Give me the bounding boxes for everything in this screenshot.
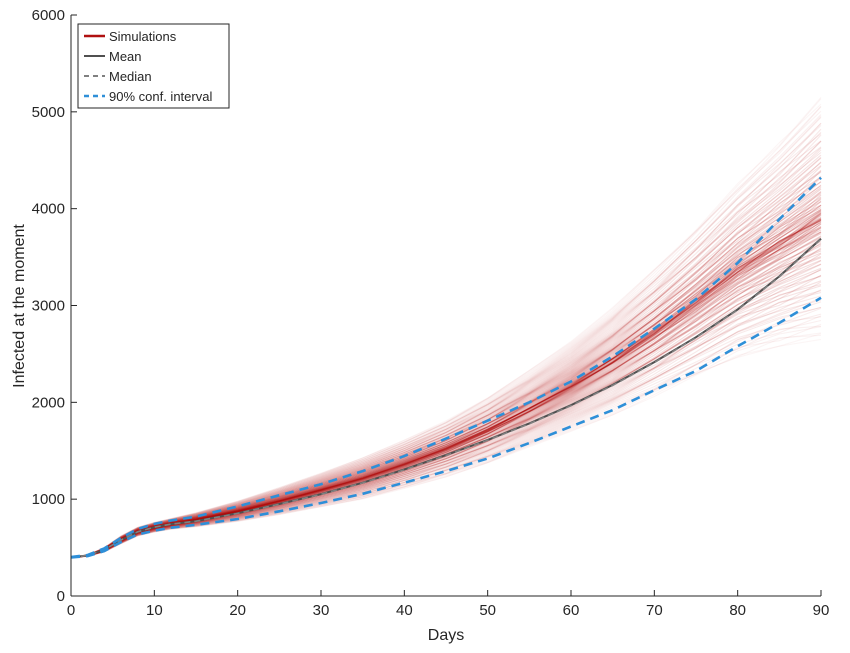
x-tick-label: 50 xyxy=(479,602,496,619)
y-tick-label: 0 xyxy=(57,588,65,605)
y-tick-label: 5000 xyxy=(32,104,65,121)
simulation-line xyxy=(70,338,822,559)
y-axis-label: Infected at the moment xyxy=(11,224,28,388)
x-tick-label: 40 xyxy=(396,602,413,619)
y-tick-label: 4000 xyxy=(32,201,65,218)
plot-area xyxy=(70,15,822,596)
simulation-line xyxy=(70,103,822,558)
y-tick-label: 2000 xyxy=(32,394,65,411)
x-tick-label: 0 xyxy=(67,602,75,619)
median-line xyxy=(70,238,822,559)
legend-label: Median xyxy=(109,69,152,84)
x-tick-label: 20 xyxy=(229,602,246,619)
legend: Simulations Mean Median 90% conf. interval xyxy=(77,23,230,109)
simulation-line xyxy=(70,106,822,558)
legend-label: Mean xyxy=(109,49,142,64)
x-tick-label: 60 xyxy=(563,602,580,619)
legend-box xyxy=(77,23,230,109)
legend-label: Simulations xyxy=(109,29,177,44)
x-tick-label: 30 xyxy=(313,602,330,619)
x-tick-label: 90 xyxy=(813,602,830,619)
conf-interval-lower-line xyxy=(70,296,822,559)
plot-background xyxy=(71,15,821,596)
x-tick-label: 70 xyxy=(646,602,663,619)
x-axis-label: Days xyxy=(428,627,464,644)
y-tick-label: 6000 xyxy=(32,7,65,24)
simulation-line xyxy=(70,98,822,558)
x-tick-label: 80 xyxy=(729,602,746,619)
simulation-line xyxy=(70,96,822,558)
conf-interval-upper-line xyxy=(70,176,822,559)
axes: 0 10 20 30 40 50 60 70 80 90 0 1000 2000 3000 4000 5000… xyxy=(32,7,830,619)
y-tick-label: 1000 xyxy=(32,491,65,508)
y-tick-label: 3000 xyxy=(32,298,65,315)
legend-label: 90% conf. interval xyxy=(109,89,212,104)
x-tick-label: 10 xyxy=(146,602,163,619)
